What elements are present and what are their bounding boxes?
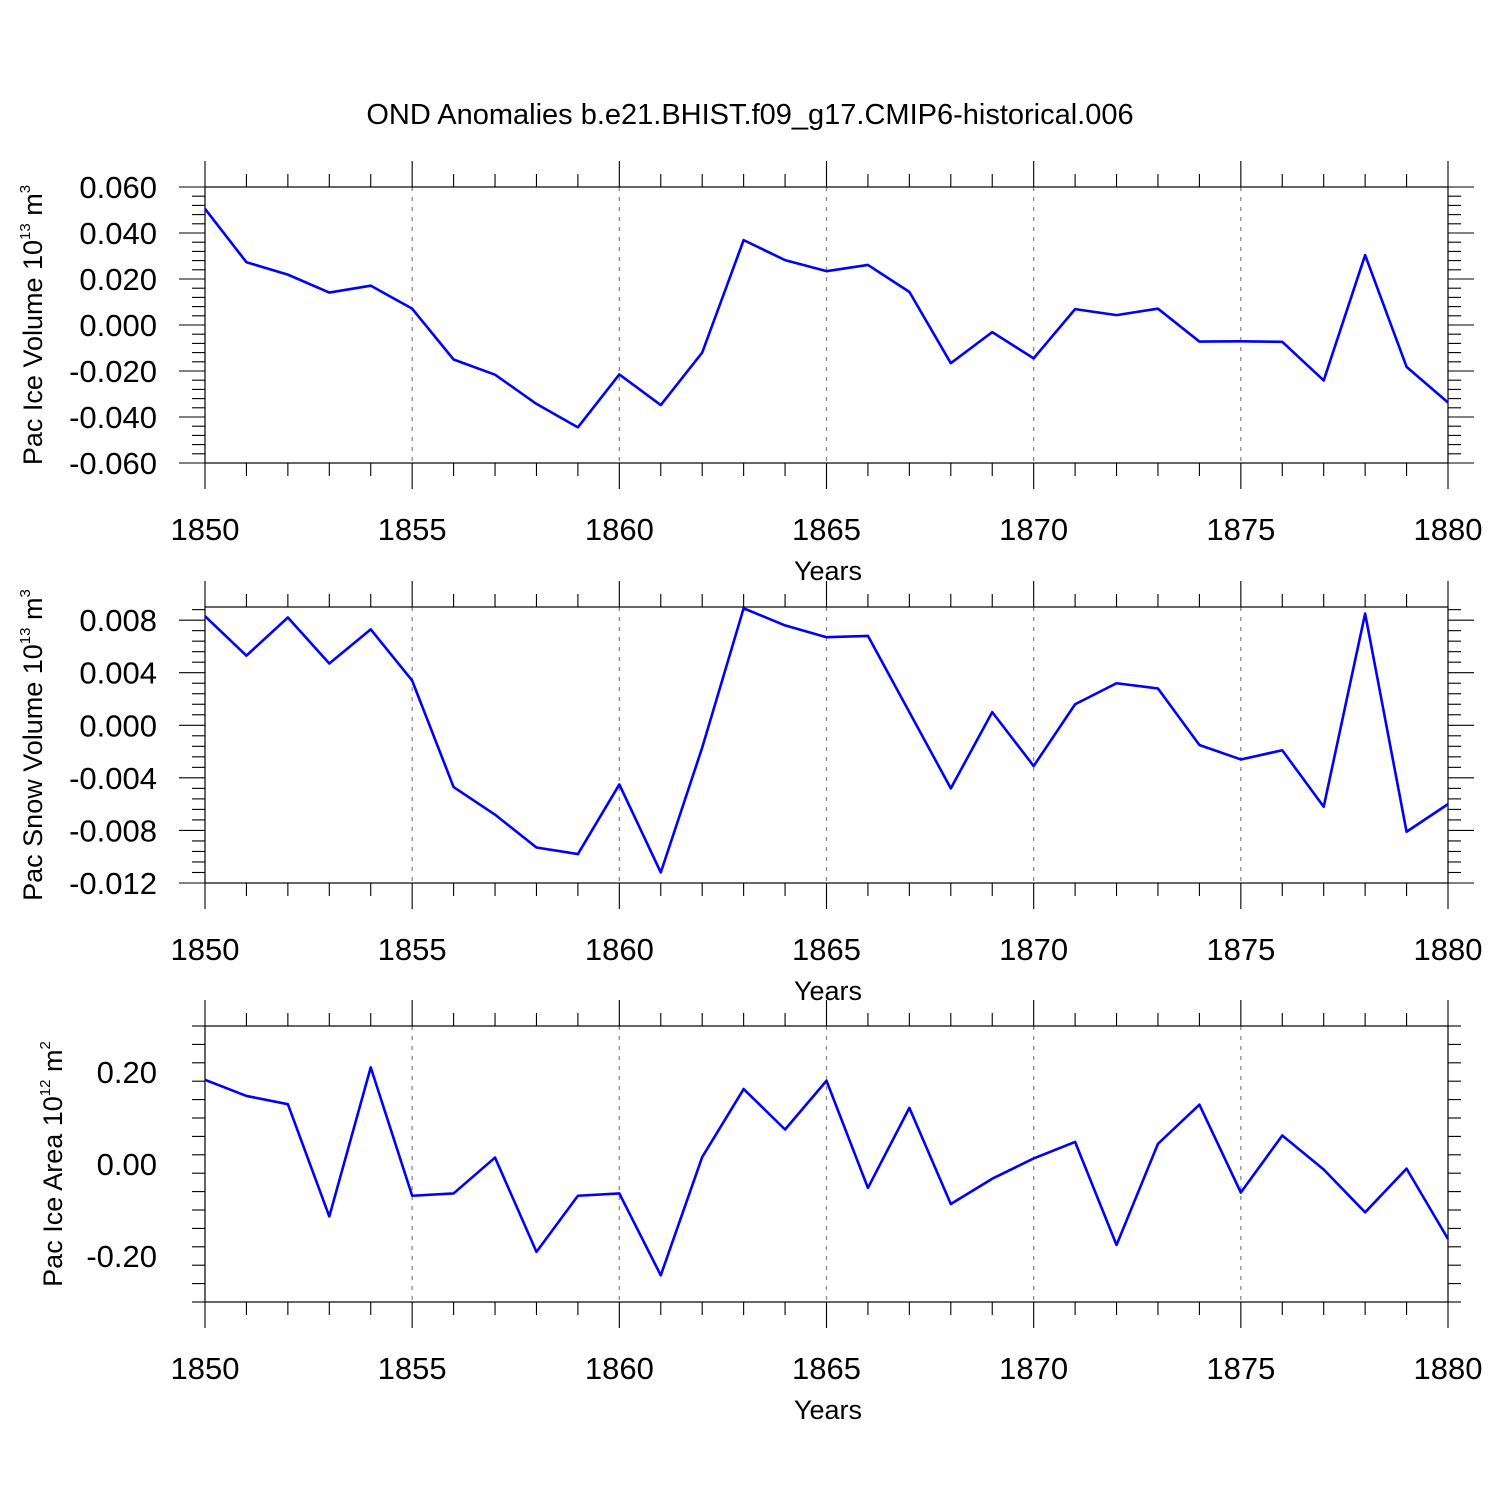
x-tick-label: 1850	[171, 512, 240, 547]
y-tick-label: -0.012	[69, 866, 157, 901]
x-tick-label: 1875	[1206, 1351, 1275, 1386]
y-tick-label: 0.020	[79, 262, 157, 297]
y-axis-title: Pac Snow Volume 1013 m3	[17, 589, 48, 901]
series-line	[203, 208, 1449, 429]
y-tick-label: -0.20	[86, 1239, 157, 1274]
x-tick-label: 1850	[171, 932, 240, 967]
panel-ice-area: 1850 1855 1860 1865 1870 1875 1880 -0.20 0.00 0.2…	[37, 1000, 1482, 1425]
y-tick-label: 0.008	[79, 603, 157, 638]
panel-ice-volume: 1850 1855 1860 1865 1870 1875 1880 -0.060 -0.040…	[17, 161, 1482, 586]
x-tick-label: 1860	[585, 512, 654, 547]
y-tick-label: -0.060	[69, 446, 157, 481]
x-tick-label: 1860	[585, 932, 654, 967]
x-tick-label: 1855	[378, 512, 447, 547]
x-axis-title: Years	[794, 976, 862, 1006]
x-tick-label: 1865	[792, 1351, 861, 1386]
y-tick-label: 0.040	[79, 216, 157, 251]
y-tick-label: 0.060	[79, 170, 157, 205]
y-tick-label: 0.000	[79, 708, 157, 743]
y-tick-label: 0.004	[79, 656, 157, 691]
x-tick-label: 1870	[999, 512, 1068, 547]
x-tick-label: 1870	[999, 932, 1068, 967]
x-tick-label: 1870	[999, 1351, 1068, 1386]
y-tick-label: 0.000	[79, 308, 157, 343]
y-tick-label: -0.004	[69, 761, 157, 796]
y-axis-title: Pac Ice Volume 1013 m3	[17, 185, 48, 465]
series-line	[204, 1066, 1450, 1277]
x-tick-label: 1875	[1206, 932, 1275, 967]
x-axis-title: Years	[794, 556, 862, 586]
x-axis-title: Years	[794, 1395, 862, 1425]
x-tick-label: 1865	[792, 512, 861, 547]
chart-title: OND Anomalies b.e21.BHIST.f09_g17.CMIP6-…	[366, 99, 1133, 131]
x-tick-label: 1855	[378, 1351, 447, 1386]
y-tick-label: 0.20	[97, 1055, 157, 1090]
x-tick-label: 1880	[1414, 1351, 1483, 1386]
series-line	[204, 607, 1449, 874]
x-tick-label: 1860	[585, 1351, 654, 1386]
y-tick-label: -0.020	[69, 354, 157, 389]
y-tick-label: 0.00	[97, 1147, 157, 1182]
panel-snow-volume: 1850 1855 1860 1865 1870 1875 1880 -0.012 -0.008…	[17, 581, 1482, 1006]
x-tick-label: 1880	[1414, 512, 1483, 547]
x-tick-label: 1880	[1414, 932, 1483, 967]
x-tick-label: 1850	[171, 1351, 240, 1386]
y-tick-label: -0.040	[69, 400, 157, 435]
y-axis-title: Pac Ice Area 1012 m2	[37, 1041, 68, 1287]
y-tick-label: -0.008	[69, 813, 157, 848]
x-tick-label: 1865	[792, 932, 861, 967]
x-tick-label: 1855	[378, 932, 447, 967]
x-tick-label: 1875	[1206, 512, 1275, 547]
